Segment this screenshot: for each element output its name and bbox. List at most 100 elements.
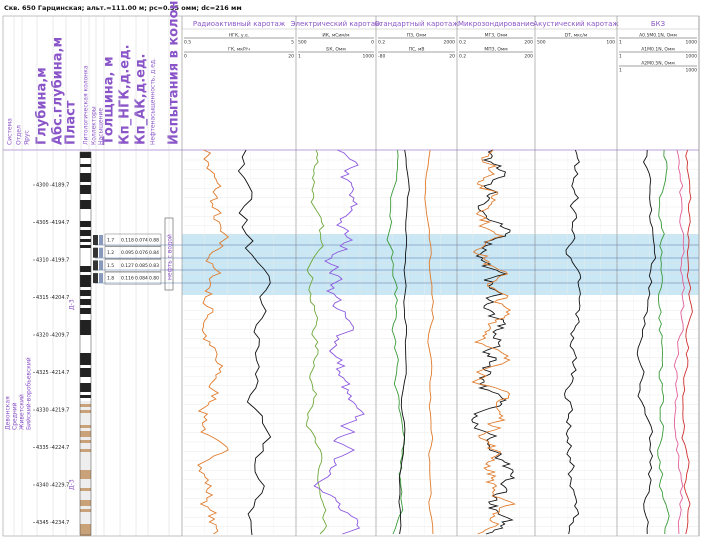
- lithology-layer: [80, 479, 91, 482]
- interval-value: 1.5: [107, 263, 114, 269]
- curve-min: 500: [298, 40, 307, 46]
- lithology-layer: [80, 374, 91, 377]
- lithology-layer: [80, 341, 91, 344]
- curve-max: 0: [371, 40, 374, 46]
- curve-min: 1: [298, 54, 301, 60]
- lithology-layer: [80, 398, 91, 401]
- lithology-layer: [80, 350, 91, 353]
- lithology-layer: [80, 158, 91, 161]
- stratigraphy-label: Бийский-воробьевский: [26, 357, 33, 430]
- lithology-layer: [80, 356, 91, 359]
- column-header: Глубина,м: [35, 67, 50, 145]
- lithology-layer: [80, 488, 91, 491]
- lithology-layer: [80, 203, 91, 206]
- depth-label: 4320: [36, 333, 49, 339]
- depth-label: 4340: [36, 483, 49, 489]
- lithology-layer: [80, 197, 91, 200]
- log-curve: [313, 149, 365, 535]
- column-header: Толщина, м: [102, 56, 117, 145]
- lithology-layer: [80, 470, 91, 473]
- saturation-mark: [99, 247, 103, 258]
- lithology-layer: [80, 164, 91, 167]
- curve-max: 200: [524, 54, 533, 60]
- lithology-layer: [80, 446, 91, 449]
- lithology-layer: [80, 527, 91, 530]
- lithology-layer: [80, 386, 91, 389]
- lithology-layer: [80, 188, 91, 191]
- lithology-layer: [80, 494, 91, 497]
- lithology-layer: [80, 533, 91, 536]
- abs-depth-label: -4199.7: [50, 258, 69, 264]
- curve-min: 1: [619, 40, 622, 46]
- lithology-layer: [80, 275, 91, 278]
- lithology-layer: [80, 422, 91, 425]
- collector-mark: [93, 235, 98, 245]
- lithology-layer: [80, 395, 91, 398]
- lithology-layer: [80, 245, 91, 248]
- lithology-layer: [80, 452, 91, 455]
- lithology-layer: [80, 248, 91, 251]
- lithology-layer: [80, 260, 91, 263]
- lithology-layer: [80, 515, 91, 518]
- lithology-layer: [80, 353, 91, 356]
- lithology-layer: [80, 320, 91, 323]
- abs-depth-label: -4219.7: [50, 408, 69, 414]
- depth-label: 4315: [36, 295, 49, 301]
- lithology-layer: [80, 458, 91, 461]
- lithology-layer: [80, 362, 91, 365]
- curve-min: -80: [378, 54, 385, 60]
- lithology-layer: [80, 485, 91, 488]
- lithology-layer: [80, 380, 91, 383]
- lithology-layer: [80, 263, 91, 266]
- lithology-layer: [80, 512, 91, 515]
- lithology-layer: [80, 215, 91, 218]
- abs-depth-label: -4229.7: [50, 483, 69, 489]
- lithology-layer: [80, 401, 91, 404]
- interval-value: 0.84: [149, 250, 159, 256]
- log-curve: [237, 149, 272, 536]
- lithology-layer: [80, 296, 91, 299]
- curve-min: 1: [619, 68, 622, 74]
- depth-label: 4310: [36, 258, 49, 264]
- curve-label: DT, мкс/м: [565, 33, 588, 39]
- column-header: Насыщение: [98, 108, 105, 145]
- lithology-layer: [80, 410, 91, 413]
- lithology-layer: [80, 191, 91, 194]
- lithology-layer: [80, 209, 91, 212]
- curve-min: 0.2: [378, 40, 385, 46]
- curve-label: ПЗ, Омм: [407, 33, 426, 39]
- lithology-layer: [80, 251, 91, 254]
- curve-max: 1000: [363, 54, 375, 60]
- curve-label: ПС, мВ: [409, 47, 425, 53]
- lithology-layer: [80, 305, 91, 308]
- interval-value: 1.8: [107, 276, 114, 282]
- lithology-layer: [80, 173, 91, 176]
- lithology-layer: [80, 449, 91, 452]
- curve-label: A1M0.1N, Омм: [641, 47, 675, 53]
- curve-max: 1000: [686, 40, 698, 46]
- log-curve: [471, 149, 516, 535]
- lithology-layer: [80, 206, 91, 209]
- lithology-layer: [80, 254, 91, 257]
- lithology-layer: [80, 473, 91, 476]
- lithology-layer: [80, 290, 91, 293]
- lithology-layer: [80, 314, 91, 317]
- lithology-layer: [80, 464, 91, 467]
- layer-label: Д-3: [69, 479, 76, 490]
- interval-cell: [104, 271, 162, 285]
- lithology-layer: [80, 161, 91, 164]
- interval-value: 0.80: [149, 276, 159, 282]
- reservoir-band: [182, 234, 699, 295]
- lithology-layer: [80, 176, 91, 179]
- column-header: Ярус: [24, 130, 31, 145]
- collector-mark: [93, 273, 98, 284]
- curve-max: 5: [291, 40, 294, 46]
- abs-depth-label: -4189.7: [50, 183, 69, 189]
- lithology-layer: [80, 497, 91, 500]
- interval-value: 1.2: [107, 250, 114, 256]
- interval-value: 1.7: [107, 238, 114, 244]
- layer-label: Д-3: [69, 299, 76, 310]
- lithology-layer: [80, 212, 91, 215]
- lithology-layer: [80, 413, 91, 416]
- depth-label: 4330: [36, 408, 49, 414]
